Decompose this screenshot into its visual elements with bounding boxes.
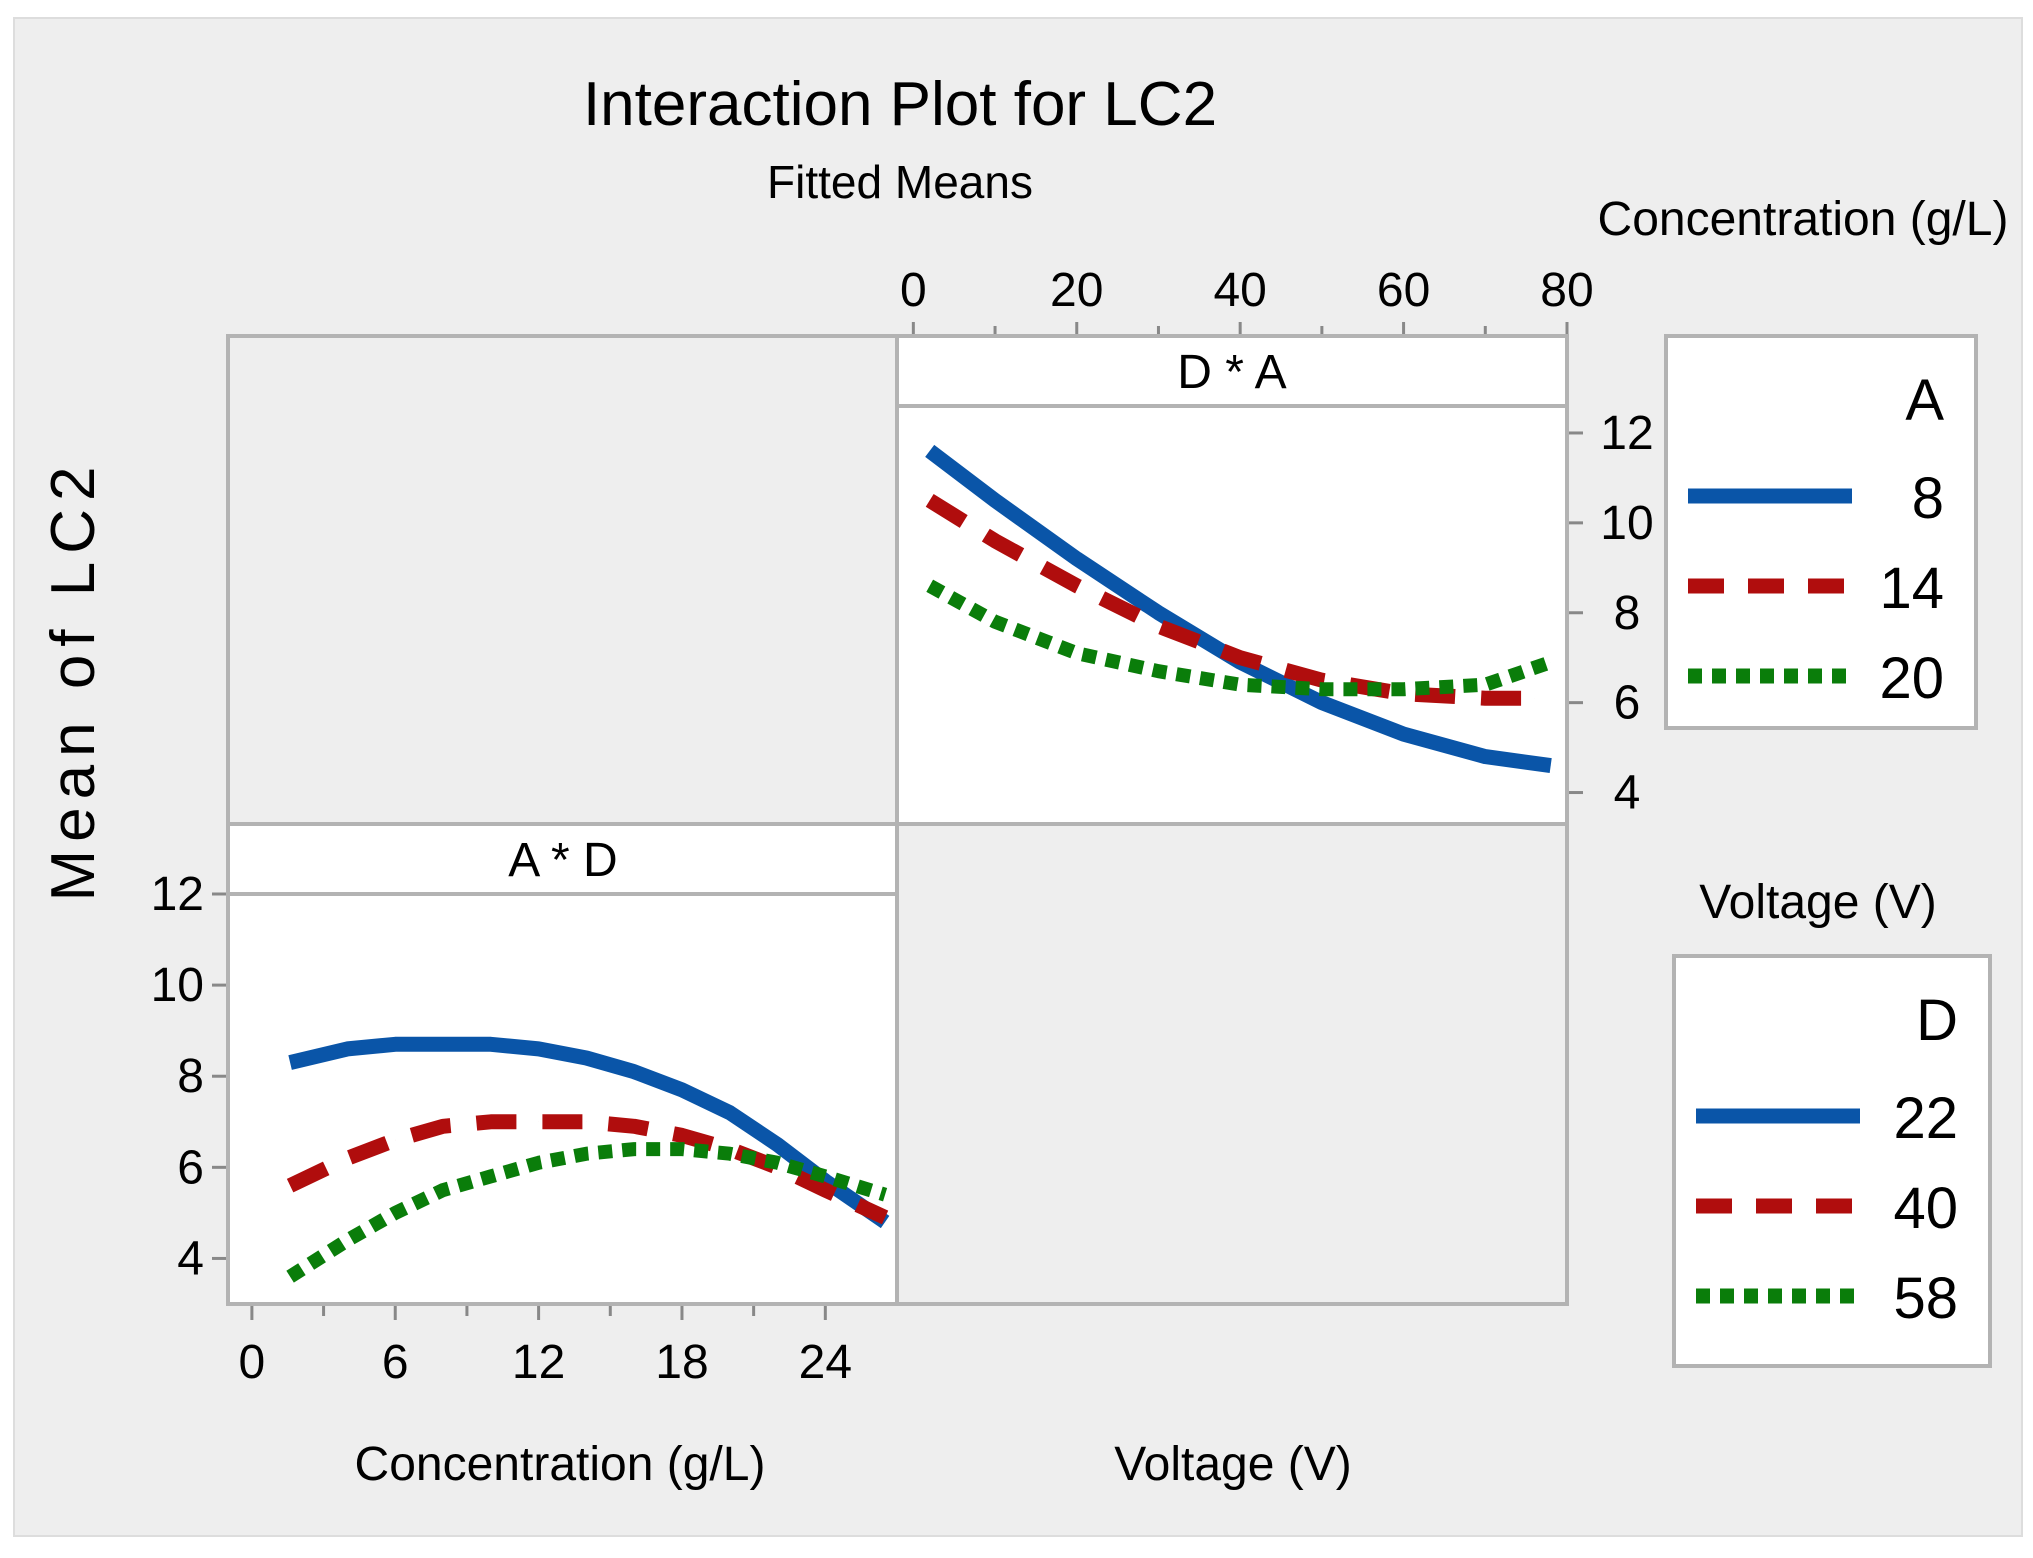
y-axis-label: Mean of LC2: [39, 459, 108, 902]
grid-cell-bottom-right: [897, 824, 1567, 1304]
panel-da-xtick-label: 20: [1050, 264, 1103, 317]
panel-da-xtick-label: 0: [900, 264, 927, 317]
legend-d: D 22 40 58: [1674, 956, 1990, 1366]
chart-title: Interaction Plot for LC2: [583, 70, 1217, 139]
legend-D-label-22: 22: [1893, 1086, 1958, 1151]
legend-D-label-40: 40: [1893, 1176, 1958, 1241]
panel-ad-strip-label: A * D: [508, 834, 617, 887]
panel-da-ytick-label: 12: [1600, 407, 1653, 460]
top-axis-label: Concentration (g/L): [1598, 193, 2009, 246]
grid-cell-top-left: [228, 336, 897, 824]
panel-da-ytick-label: 4: [1614, 767, 1641, 820]
panel-da-ytick-label: 6: [1614, 677, 1641, 730]
panel-da-plot: [897, 406, 1567, 824]
panel-da-xtick-label: 80: [1540, 264, 1593, 317]
panel-ad-xtick-label: 18: [655, 1336, 708, 1389]
legend-A-label-14: 14: [1879, 556, 1944, 621]
panel-da-ytick-label: 10: [1600, 497, 1653, 550]
panel-ad-plot: [228, 894, 897, 1304]
panel-ad-xtick-label: 12: [512, 1336, 565, 1389]
panel-ad-xtick-label: 0: [239, 1336, 266, 1389]
panel-ad-xtick-label: 6: [382, 1336, 409, 1389]
panel-ad-xtick-label: 24: [799, 1336, 852, 1389]
panel-ad-ytick-label: 6: [177, 1141, 204, 1194]
panel-da-xtick-label: 40: [1213, 264, 1266, 317]
right-axis-label: Voltage (V): [1699, 876, 1936, 929]
panel-ad-ytick-label: 12: [151, 868, 204, 921]
panel-da-strip-label: D * A: [1177, 346, 1286, 399]
legend-D-header: D: [1916, 988, 1958, 1053]
legend-A-label-8: 8: [1912, 466, 1944, 531]
legend-D-label-58: 58: [1893, 1266, 1958, 1331]
chart-subtitle: Fitted Means: [767, 156, 1033, 208]
panel-ad-ytick-label: 10: [151, 959, 204, 1012]
legend-A-header: A: [1905, 368, 1944, 433]
legend-a: A 8 14 20: [1666, 336, 1976, 728]
bottom-label-voltage: Voltage (V): [1114, 1438, 1351, 1491]
legend-A-label-20: 20: [1879, 646, 1944, 711]
bottom-label-concentration: Concentration (g/L): [355, 1438, 766, 1491]
panel-ad-ytick-label: 8: [177, 1050, 204, 1103]
panel-da-xtick-label: 60: [1377, 264, 1430, 317]
panel-da-ytick-label: 8: [1614, 587, 1641, 640]
panel-ad-ytick-label: 4: [177, 1232, 204, 1285]
